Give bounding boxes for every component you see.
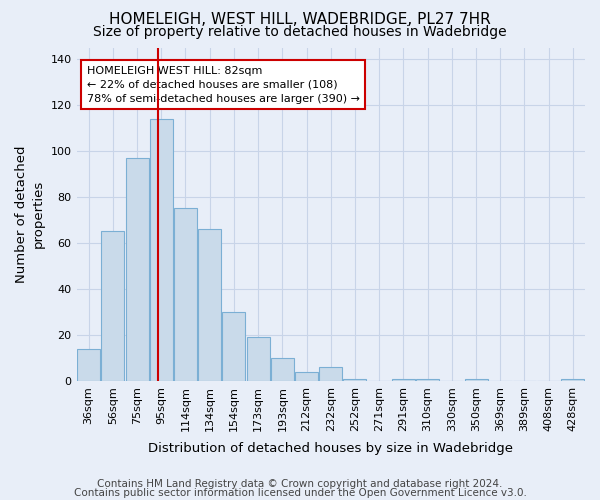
Bar xyxy=(223,312,245,381)
Text: Contains public sector information licensed under the Open Government Licence v3: Contains public sector information licen… xyxy=(74,488,526,498)
Y-axis label: Number of detached
properties: Number of detached properties xyxy=(15,146,45,283)
Bar xyxy=(247,337,269,381)
Bar xyxy=(343,378,367,381)
X-axis label: Distribution of detached houses by size in Wadebridge: Distribution of detached houses by size … xyxy=(148,442,513,455)
Bar xyxy=(77,348,100,381)
Bar xyxy=(271,358,294,381)
Bar xyxy=(198,229,221,381)
Text: HOMELEIGH WEST HILL: 82sqm
← 22% of detached houses are smaller (108)
78% of sem: HOMELEIGH WEST HILL: 82sqm ← 22% of deta… xyxy=(87,66,360,104)
Bar xyxy=(416,378,439,381)
Bar xyxy=(392,378,415,381)
Bar xyxy=(101,232,124,381)
Text: Size of property relative to detached houses in Wadebridge: Size of property relative to detached ho… xyxy=(93,25,507,39)
Bar xyxy=(562,378,584,381)
Text: Contains HM Land Registry data © Crown copyright and database right 2024.: Contains HM Land Registry data © Crown c… xyxy=(97,479,503,489)
Bar xyxy=(295,372,318,381)
Bar xyxy=(319,367,342,381)
Bar xyxy=(125,158,149,381)
Bar xyxy=(174,208,197,381)
Bar xyxy=(150,119,173,381)
Bar xyxy=(464,378,488,381)
Text: HOMELEIGH, WEST HILL, WADEBRIDGE, PL27 7HR: HOMELEIGH, WEST HILL, WADEBRIDGE, PL27 7… xyxy=(109,12,491,28)
